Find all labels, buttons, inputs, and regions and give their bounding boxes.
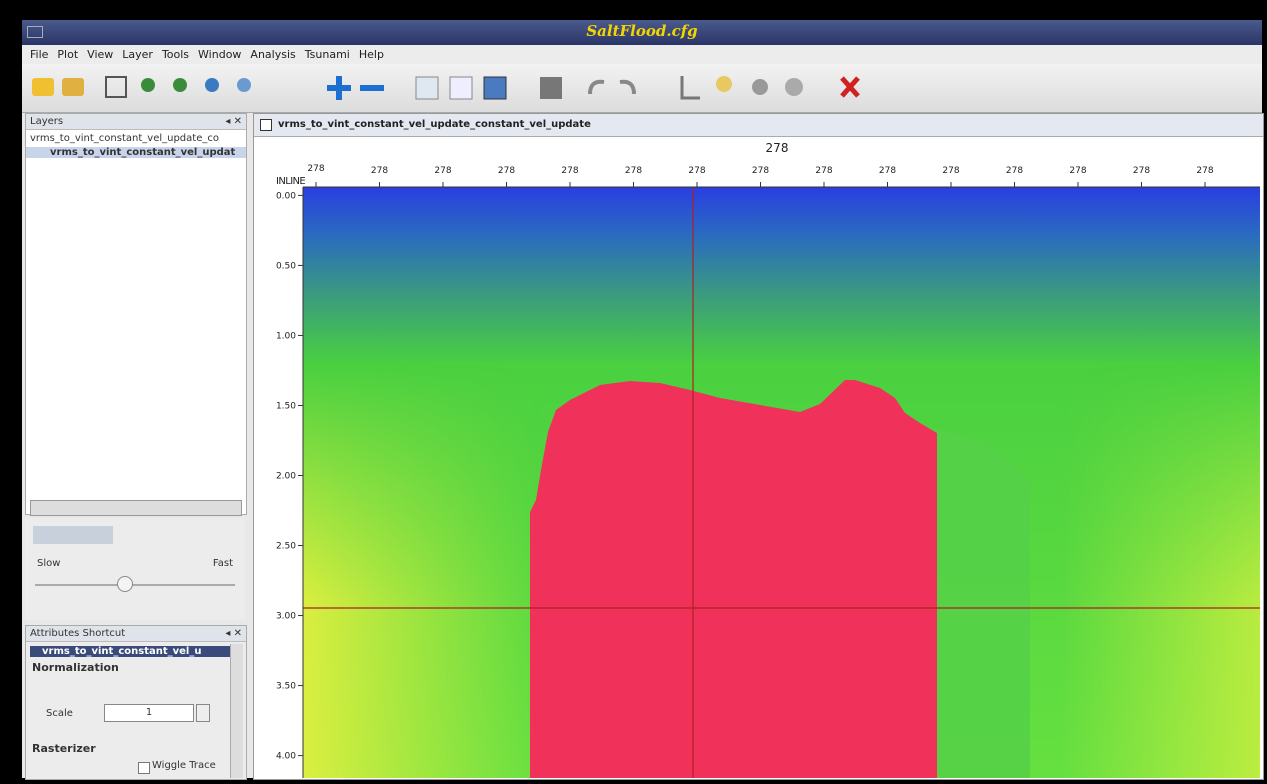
y-tick-label: 0.50	[276, 261, 296, 271]
plot-tab: vrms_to_vint_constant_vel_update_constan…	[254, 114, 1263, 137]
normalization-heading: Normalization	[32, 661, 119, 674]
y-tick-label: 3.00	[276, 612, 296, 622]
tool-icon[interactable]	[752, 79, 768, 95]
plot: 278 INLINE 0.00 0.50 1.00 1.50 2.00 2.50 3.00 3…	[276, 141, 1260, 778]
attributes-header: Attributes Shortcut ◂ ✕	[26, 626, 246, 642]
x-axis-title: 278	[766, 141, 789, 155]
y-tick-label: 1.00	[276, 331, 296, 341]
salt-body	[530, 380, 937, 778]
y-tick-label: 3.50	[276, 682, 296, 692]
rasterizer-heading: Rasterizer	[32, 742, 96, 755]
layer-item[interactable]: vrms_to_vint_constant_vel_update_co	[30, 133, 219, 144]
zoom-in-icon[interactable]	[141, 78, 155, 92]
scale-input[interactable]: 1	[104, 704, 194, 722]
x-tick-label: 278	[1006, 166, 1023, 176]
window-menu-button[interactable]	[27, 26, 43, 38]
menu-item[interactable]: Help	[358, 48, 384, 61]
x-tick-label: 278	[561, 166, 578, 176]
menu-item[interactable]: Analysis	[250, 48, 296, 61]
velocity-field-shadow	[937, 430, 1030, 778]
toolbar-icons	[32, 76, 860, 100]
speed-panel: Slow Fast	[25, 518, 245, 620]
y-tick-label: 4.00	[276, 752, 296, 762]
undo-icon[interactable]	[588, 79, 605, 95]
add-icon[interactable]	[327, 76, 351, 100]
y-axis-title: INLINE	[276, 176, 305, 187]
light-icon[interactable]	[716, 76, 732, 92]
layer-item-selected[interactable]: vrms_to_vint_constant_vel_updat	[26, 147, 246, 158]
speed-slider[interactable]	[35, 584, 235, 586]
menu-item[interactable]: File	[30, 48, 49, 61]
scatter-icon[interactable]	[415, 76, 439, 100]
velocity-field-right	[1060, 187, 1260, 778]
wiggle-label: Wiggle Trace	[152, 760, 216, 771]
attribute-layer[interactable]: vrms_to_vint_constant_vel_u	[30, 646, 232, 657]
attributes-title: Attributes Shortcut	[30, 628, 126, 639]
layers-header: Layers ◂ ✕	[26, 114, 246, 130]
menu-item[interactable]: Window	[198, 48, 242, 61]
x-tick-label: 278	[307, 164, 324, 174]
zoom-out-icon[interactable]	[173, 78, 187, 92]
v-scrollbar[interactable]	[230, 644, 243, 778]
x-tick-label: 278	[815, 166, 832, 176]
camera-icon[interactable]	[540, 77, 562, 99]
x-tick-label: 278	[1196, 166, 1213, 176]
axis-icon[interactable]	[680, 76, 700, 100]
x-tick-label: 278	[434, 166, 451, 176]
title-bar	[22, 20, 1262, 45]
window-title: SaltFlood.cfg	[586, 22, 698, 40]
tab-close[interactable]	[260, 119, 272, 131]
x-tick-label: 278	[371, 166, 388, 176]
menu-item[interactable]: Tsunami	[304, 48, 350, 61]
x-tick-label: 278	[879, 166, 896, 176]
scale-spinner[interactable]	[196, 704, 210, 722]
menu-item[interactable]: Tools	[161, 48, 190, 61]
speed-max: Fast	[212, 558, 233, 569]
y-tick-label: 1.50	[276, 401, 296, 411]
x-tick-label: 278	[1133, 166, 1150, 176]
close-icon[interactable]	[840, 76, 860, 98]
menu-item[interactable]: Plot	[57, 48, 79, 61]
globe-icon[interactable]	[785, 78, 803, 96]
redo-icon[interactable]	[619, 79, 636, 95]
y-tick-label: 0.00	[276, 191, 296, 201]
layers-title: Layers	[30, 116, 64, 127]
wiggle-checkbox[interactable]	[138, 762, 150, 774]
open-icon[interactable]	[32, 78, 54, 96]
x-tick-label: 278	[688, 166, 705, 176]
menu-item[interactable]: Layer	[122, 48, 153, 61]
layers-panel: Layers ◂ ✕ vrms_to_vint_constant_vel_upda…	[25, 113, 247, 515]
h-scrollbar[interactable]	[30, 500, 242, 516]
y-tick-label: 2.50	[276, 542, 296, 552]
slider-thumb[interactable]	[117, 576, 133, 592]
map-icon[interactable]	[483, 76, 507, 100]
y-tick-label: 2.00	[276, 471, 296, 481]
fit-icon[interactable]	[105, 76, 127, 98]
x-tick-label: 278	[498, 166, 515, 176]
scale-label: Scale	[46, 708, 73, 719]
toolbar	[22, 64, 1262, 113]
save-icon[interactable]	[62, 78, 84, 96]
attributes-panel: Attributes Shortcut ◂ ✕ vrms_to_vint_cons…	[25, 625, 247, 780]
menu-item[interactable]: View	[87, 48, 114, 61]
x-tick-label: 278	[942, 166, 959, 176]
velocity-field-left	[303, 187, 543, 778]
zoom-reset-icon[interactable]	[237, 78, 251, 92]
menu-bar: File Plot View Layer Tools Window Analysis Tsun…	[22, 45, 1262, 64]
x-tick-label: 278	[752, 166, 769, 176]
line-icon[interactable]	[449, 76, 473, 100]
speed-min: Slow	[37, 558, 61, 569]
zoom-icon[interactable]	[205, 78, 219, 92]
x-tick-label: 278	[1069, 166, 1086, 176]
view-buttons[interactable]	[33, 526, 113, 544]
x-tick-label: 278	[625, 166, 642, 176]
